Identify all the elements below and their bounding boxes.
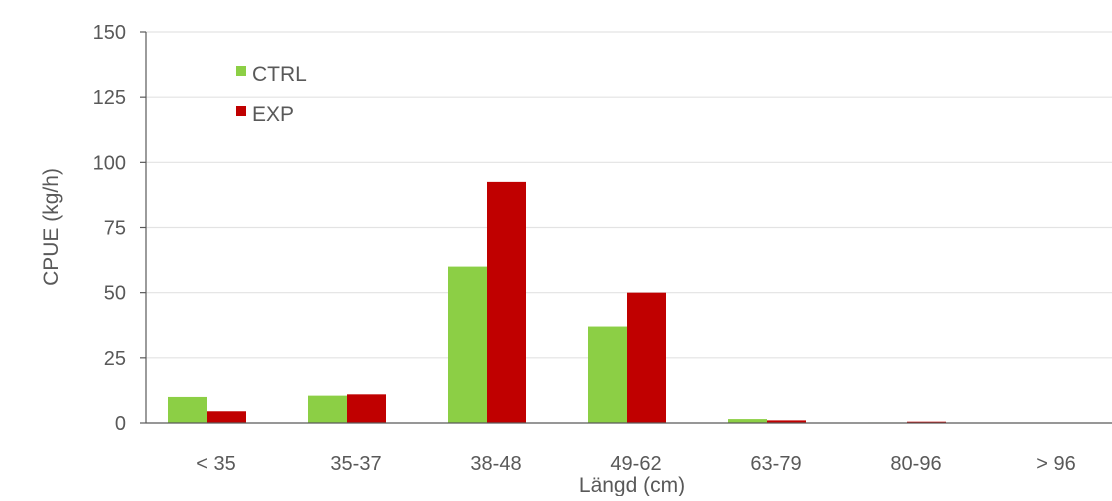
x-tick-label: > 96 xyxy=(1036,453,1075,475)
y-tick-label: 75 xyxy=(104,218,126,240)
legend-swatch-ctrl xyxy=(236,66,246,76)
bar-ctrl xyxy=(728,419,767,423)
y-tick-label: 0 xyxy=(115,413,126,435)
x-tick-label: < 35 xyxy=(196,453,235,475)
bar-exp xyxy=(487,181,526,423)
y-tick-label: 125 xyxy=(93,87,126,109)
legend-swatch-exp xyxy=(236,106,246,116)
bar-exp xyxy=(767,420,806,423)
x-tick-label: 63-79 xyxy=(750,453,801,475)
y-axis-title: CPUE (kg/h) xyxy=(40,168,63,286)
x-tick-label: 38-48 xyxy=(470,453,521,475)
axes: 0 25 50 75 100 125 150 < 35 35-37 38-48 49-62 63-79… xyxy=(93,22,1112,475)
bar-ctrl xyxy=(168,396,207,423)
y-tick-label: 50 xyxy=(104,283,126,305)
bar-exp xyxy=(627,292,666,423)
bar-exp xyxy=(347,394,386,423)
bars xyxy=(168,181,946,423)
bar-exp xyxy=(207,411,246,423)
legend: CTRL EXP xyxy=(236,63,307,126)
y-tick-label: 25 xyxy=(104,348,126,370)
legend-label-ctrl: CTRL xyxy=(252,63,307,86)
y-tick-label: 100 xyxy=(93,152,126,174)
x-axis-title: Längd (cm) xyxy=(579,474,685,496)
legend-label-exp: EXP xyxy=(252,103,294,126)
gridlines xyxy=(146,31,1112,359)
y-tick-label: 150 xyxy=(93,22,126,44)
bar-ctrl xyxy=(448,266,487,423)
bar-ctrl xyxy=(588,326,627,423)
x-tick-label: 35-37 xyxy=(330,453,381,475)
bar-ctrl xyxy=(308,395,347,423)
x-tick-label: 49-62 xyxy=(610,453,661,475)
bar-exp xyxy=(907,421,946,423)
x-tick-label: 80-96 xyxy=(890,453,941,475)
